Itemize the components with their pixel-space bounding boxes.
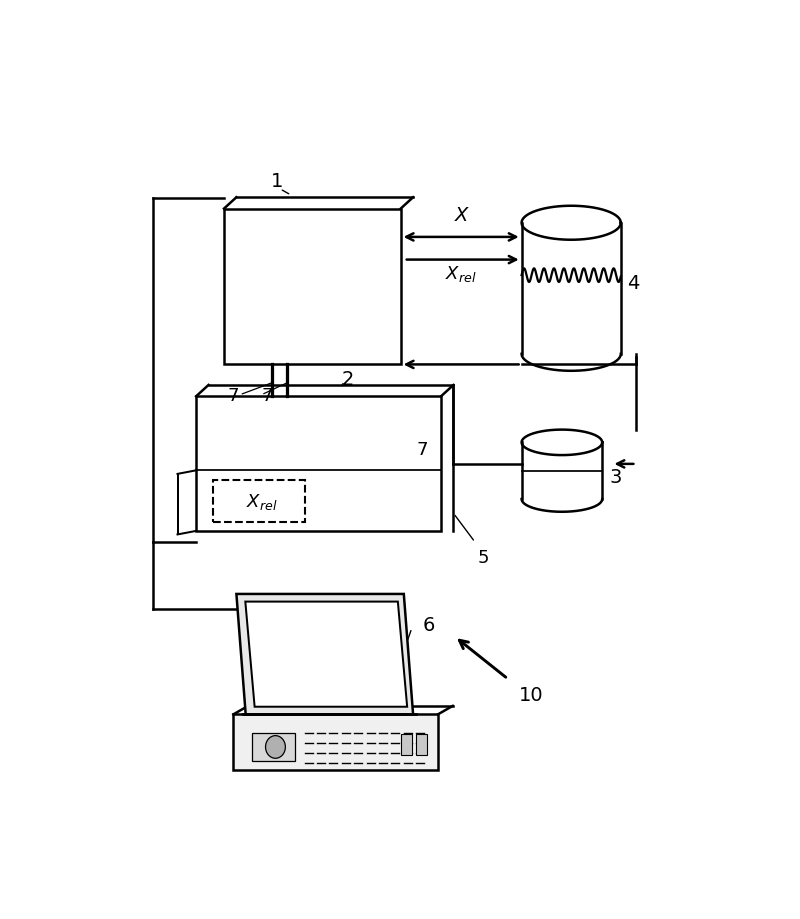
Bar xyxy=(234,715,438,770)
Text: 7: 7 xyxy=(227,387,239,404)
Text: $X_{rel}$: $X_{rel}$ xyxy=(446,264,477,284)
Bar xyxy=(224,210,401,365)
Text: 1: 1 xyxy=(270,172,283,190)
Text: 4: 4 xyxy=(627,274,639,293)
Text: 3: 3 xyxy=(610,468,622,486)
Text: $X_{rel}$: $X_{rel}$ xyxy=(246,492,278,512)
Text: 7: 7 xyxy=(262,387,273,404)
Text: 6: 6 xyxy=(423,615,435,634)
Text: 5: 5 xyxy=(478,549,489,566)
Text: 7: 7 xyxy=(417,441,428,459)
Bar xyxy=(252,733,295,761)
Bar xyxy=(416,734,427,755)
Polygon shape xyxy=(237,595,413,715)
Circle shape xyxy=(266,736,286,758)
Text: 10: 10 xyxy=(519,685,544,704)
Text: X: X xyxy=(454,206,468,225)
Text: 2: 2 xyxy=(342,369,354,389)
Bar xyxy=(401,734,412,755)
Bar xyxy=(214,481,306,523)
Polygon shape xyxy=(246,602,407,707)
Bar xyxy=(196,397,441,531)
